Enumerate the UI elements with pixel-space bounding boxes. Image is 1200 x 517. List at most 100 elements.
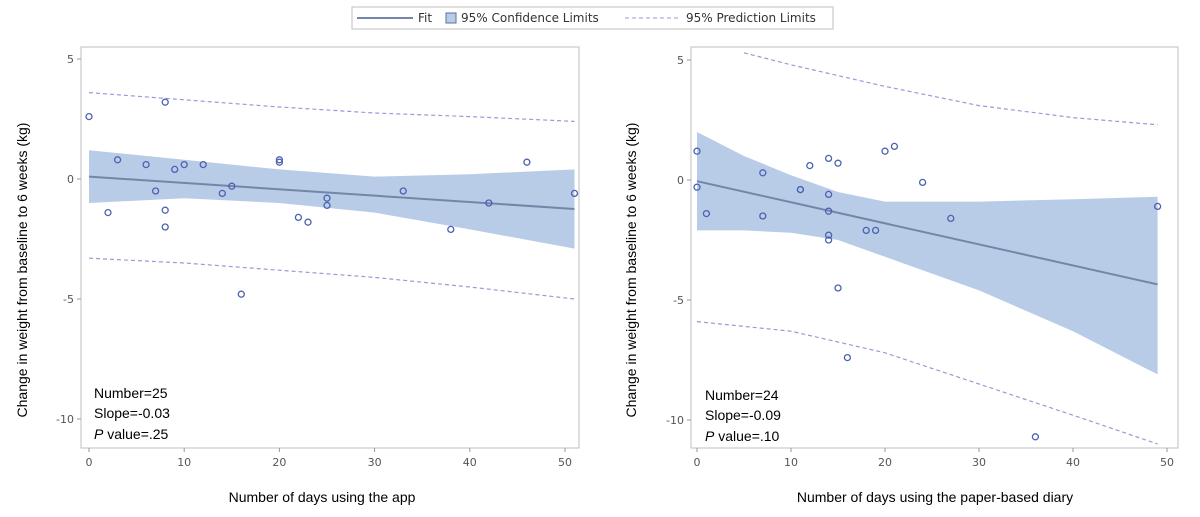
data-point-app-4	[142, 160, 150, 169]
annotation-number-app: Number=25	[94, 385, 168, 401]
x-tick-label-diary-10: 10	[784, 456, 798, 469]
annotation-slope-app: Slope=-0.03	[94, 405, 170, 421]
legend: Fit 95% Confidence Limits 95% Prediction…	[351, 6, 834, 30]
data-point-app-6	[161, 98, 169, 106]
data-point-diary-20	[890, 142, 899, 151]
annotation-p-value-diary: value=.10	[714, 428, 779, 444]
data-point-diary-1	[693, 147, 701, 155]
data-point-app-23	[485, 199, 493, 207]
data-point-app-10	[180, 160, 188, 169]
x-tick-label-app-20: 20	[272, 456, 286, 469]
x-tick-label-app-10: 10	[177, 456, 191, 469]
prediction-lower-diary	[696, 321, 1158, 445]
data-point-diary-15	[834, 284, 842, 292]
y-axis-title-diary: Change in weight from baseline to 6 week…	[623, 123, 639, 418]
x-axis-title-diary: Number of days using the paper-based dia…	[797, 489, 1073, 505]
data-point-app-21	[399, 187, 407, 195]
data-point-diary-24	[1153, 202, 1162, 211]
confidence-band-app	[89, 150, 575, 249]
data-point-app-9	[171, 165, 179, 174]
data-point-app-25	[570, 189, 579, 198]
x-tick-label-diary-20: 20	[878, 456, 892, 469]
annotation-app: Number=25 Slope=-0.03 P value=.25	[94, 385, 170, 442]
x-tick-label-diary-30: 30	[972, 456, 986, 469]
data-point-diary-4	[759, 169, 767, 177]
legend-fit-label: Fit	[418, 11, 432, 25]
confidence-band-diary	[697, 132, 1158, 375]
data-point-diary-23	[1031, 433, 1040, 441]
y-tick-label-diary--5: -5	[673, 294, 684, 307]
data-point-app-22	[447, 225, 455, 234]
data-point-app-8	[161, 223, 169, 231]
prediction-upper-app	[88, 92, 575, 122]
y-tick-label-app--5: -5	[63, 293, 74, 306]
data-point-diary-17	[862, 226, 870, 235]
data-point-diary-14	[834, 159, 842, 167]
annotation-slope-diary: Slope=-0.09	[705, 407, 781, 423]
fit-line-diary	[696, 180, 1158, 286]
legend-confidence-label: 95% Confidence Limits	[461, 11, 599, 25]
data-point-app-24	[523, 158, 531, 166]
data-point-app-3	[113, 156, 122, 164]
prediction-lower-app	[88, 257, 575, 300]
legend-frame	[351, 6, 834, 30]
data-point-app-20	[323, 201, 331, 210]
y-tick-label-diary-5: 5	[677, 54, 684, 67]
plot-content-diary	[693, 52, 1162, 445]
plot-frame-diary	[690, 46, 1179, 449]
legend-prediction-label: 95% Prediction Limits	[686, 11, 816, 25]
annotation-p-label-app: P	[94, 426, 104, 442]
data-point-app-19	[323, 194, 331, 202]
x-tick-label-app-50: 50	[558, 456, 572, 469]
data-point-diary-5	[759, 212, 767, 220]
data-point-diary-22	[947, 214, 955, 223]
y-tick-label-app--10: -10	[56, 413, 74, 426]
data-point-diary-18	[871, 226, 880, 235]
data-point-diary-9	[824, 154, 833, 163]
data-point-app-7	[161, 206, 169, 214]
y-axis-title-app: Change in weight from baseline to 6 week…	[14, 123, 30, 418]
data-point-diary-19	[881, 147, 889, 155]
x-axis-title-app: Number of days using the app	[229, 489, 416, 505]
data-point-diary-13	[824, 236, 833, 244]
data-point-diary-2	[693, 183, 701, 191]
data-point-diary-10	[824, 190, 833, 199]
x-tick-label-diary-40: 40	[1066, 456, 1080, 469]
data-point-diary-21	[918, 178, 927, 187]
data-point-app-1	[85, 112, 93, 121]
data-point-diary-12	[824, 231, 833, 239]
data-point-app-15	[275, 156, 284, 164]
annotation-pvalue-diary: P value=.10	[705, 428, 780, 444]
plot-content-app	[85, 92, 579, 300]
annotation-number-diary: Number=24	[705, 387, 779, 403]
data-point-app-14	[237, 290, 245, 298]
data-point-app-16	[275, 158, 284, 166]
y-tick-label-diary--10: -10	[666, 414, 684, 427]
x-tick-label-app-0: 0	[86, 456, 93, 469]
plot-frame-app	[80, 46, 580, 449]
data-point-diary-16	[843, 353, 852, 362]
data-point-app-11	[199, 160, 207, 169]
x-tick-label-diary-0: 0	[694, 456, 701, 469]
data-point-diary-8	[806, 161, 814, 170]
annotation-pvalue-app: P value=.25	[94, 426, 169, 442]
data-point-app-2	[104, 208, 112, 217]
annotation-p-value-app: value=.25	[103, 426, 168, 442]
x-tick-label-diary-50: 50	[1160, 456, 1174, 469]
data-point-diary-11	[824, 207, 833, 215]
data-point-app-17	[294, 213, 303, 222]
y-tick-label-diary-0: 0	[677, 174, 684, 187]
prediction-upper-diary	[743, 52, 1158, 126]
x-tick-label-app-40: 40	[463, 456, 477, 469]
legend-confidence-swatch	[445, 12, 457, 24]
annotation-diary: Number=24 Slope=-0.09 P value=.10	[705, 387, 781, 444]
annotation-p-label-diary: P	[705, 428, 715, 444]
y-tick-label-app-0: 0	[67, 173, 74, 186]
data-point-app-12	[218, 189, 226, 198]
plot-area-app	[85, 92, 579, 300]
fit-line-app	[88, 175, 575, 210]
